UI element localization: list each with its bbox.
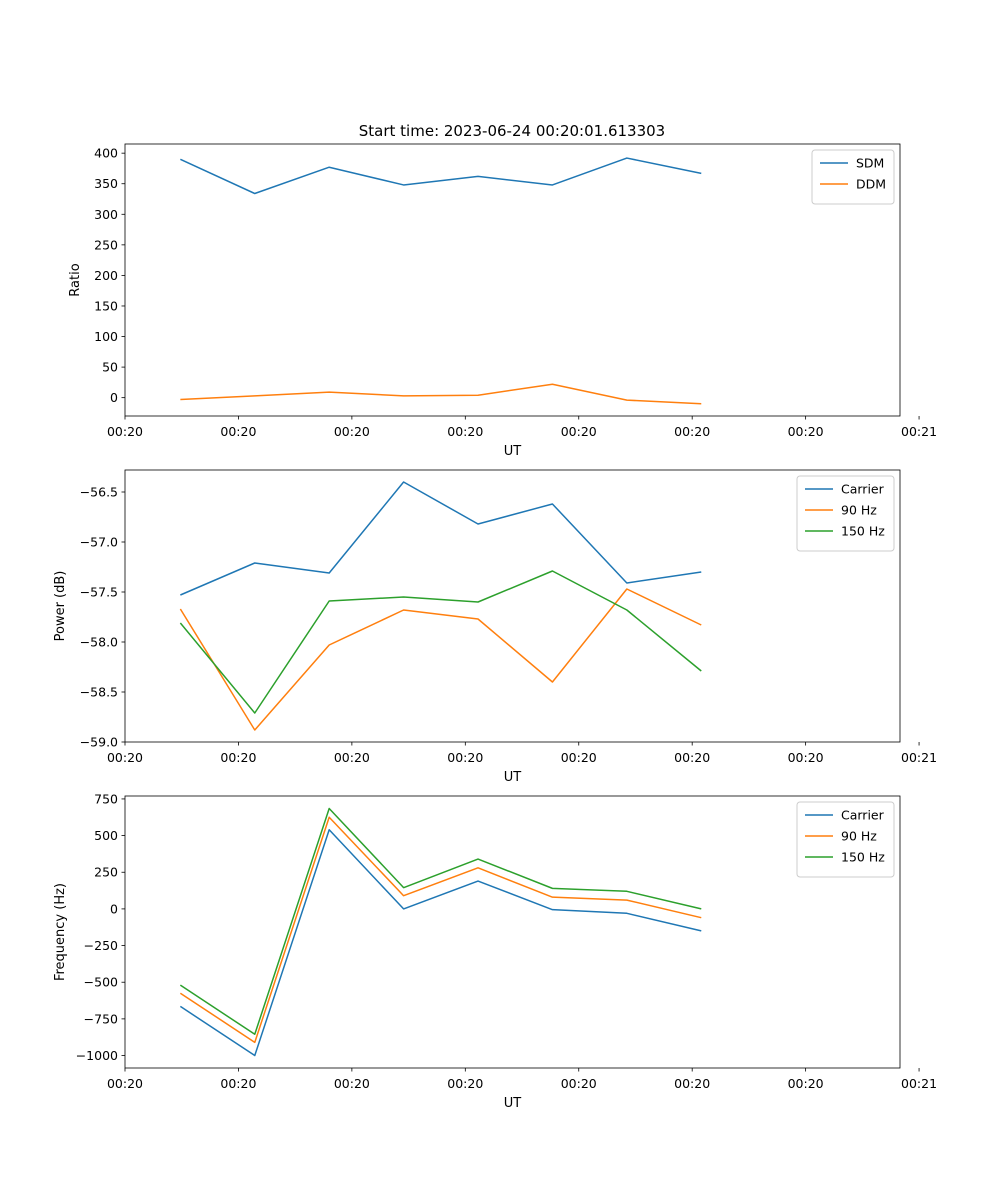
- x-tick-label: 00:20: [561, 1076, 597, 1091]
- axes-frame: [124, 469, 901, 743]
- y-tick-label: 250: [94, 865, 118, 880]
- series-line-90-hz: [179, 588, 702, 731]
- x-tick-label: 00:21: [901, 424, 937, 439]
- legend-label: Carrier: [841, 482, 885, 497]
- legend-box: [796, 475, 895, 552]
- y-tick-label: 350: [94, 176, 118, 191]
- y-axis-label: Power (dB): [53, 571, 68, 642]
- x-tick-label: 00:20: [561, 424, 597, 439]
- y-axis-label: Frequency (Hz): [53, 883, 68, 981]
- x-tick-label: 00:20: [220, 1076, 256, 1091]
- y-tick-label: 400: [94, 146, 118, 161]
- legend-label: 90 Hz: [841, 503, 877, 518]
- y-tick-label: −58.0: [80, 635, 118, 650]
- subplots: 0 50 100 150 200 250 300 350 400 00:20 00:20 00:20 0…: [53, 143, 937, 1111]
- series-line-ddm: [180, 383, 702, 405]
- y-tick-label: −58.5: [80, 685, 118, 700]
- x-tick-label: 00:20: [447, 750, 483, 765]
- legend-label: Carrier: [841, 808, 885, 823]
- y-tick-label: 250: [94, 237, 118, 252]
- y-tick-label: −57.5: [80, 585, 118, 600]
- y-tick-label: −500: [84, 975, 118, 990]
- y-axis-label: Ratio: [68, 263, 83, 296]
- y-tick-label: −59.0: [80, 735, 118, 750]
- x-tick-label: 00:20: [674, 750, 710, 765]
- y-tick-label: 750: [94, 791, 118, 806]
- x-tick-label: 00:20: [561, 750, 597, 765]
- y-tick-label: −250: [84, 938, 118, 953]
- x-tick-label: 00:20: [788, 424, 824, 439]
- y-tick-label: 50: [102, 360, 118, 375]
- series-line-sdm: [180, 157, 702, 195]
- x-axis-label: UT: [504, 1096, 522, 1111]
- legend: Carrier 90 Hz 150 Hz: [796, 475, 895, 552]
- series-line-90-hz: [179, 816, 702, 1044]
- x-tick-label: 00:20: [107, 424, 143, 439]
- legend: Carrier 90 Hz 150 Hz: [796, 801, 895, 878]
- subplot-3: −1000 −750 −500 −250 0 250 500 750 00:20 00:20 00:…: [53, 791, 937, 1111]
- series-line-150-hz: [179, 807, 702, 1036]
- x-axis-label: UT: [504, 770, 522, 785]
- legend-label: SDM: [856, 156, 884, 171]
- y-tick-label: −56.5: [80, 485, 118, 500]
- subplot-1: 0 50 100 150 200 250 300 350 400 00:20 00:20 00:20 0…: [68, 143, 937, 459]
- x-tick-label: 00:20: [788, 750, 824, 765]
- x-tick-label: 00:20: [674, 1076, 710, 1091]
- x-tick-label: 00:21: [901, 750, 937, 765]
- y-tick-label: 150: [94, 298, 118, 313]
- series-line-carrier: [180, 481, 702, 596]
- x-tick-label: 00:20: [334, 1076, 370, 1091]
- y-tick-label: 500: [94, 828, 118, 843]
- y-tick-label: −1000: [76, 1048, 118, 1063]
- axes-frame: [124, 795, 901, 1069]
- legend-box: [796, 801, 895, 878]
- legend: SDM DDM: [811, 149, 895, 205]
- x-tick-label: 00:20: [107, 1076, 143, 1091]
- x-tick-label: 00:21: [901, 1076, 937, 1091]
- y-tick-label: −57.0: [80, 535, 118, 550]
- x-axis-label: UT: [504, 444, 522, 459]
- x-tick-label: 00:20: [334, 750, 370, 765]
- y-tick-label: 0: [110, 901, 118, 916]
- x-tick-label: 00:20: [447, 424, 483, 439]
- legend-label: 150 Hz: [841, 524, 885, 539]
- y-tick-label: −750: [84, 1011, 118, 1026]
- x-tick-label: 00:20: [447, 1076, 483, 1091]
- x-tick-label: 00:20: [107, 750, 143, 765]
- axes-frame: [124, 143, 901, 417]
- x-tick-label: 00:20: [334, 424, 370, 439]
- figure-title: Start time: 2023-06-24 00:20:01.613303: [359, 122, 665, 140]
- legend-label: 90 Hz: [841, 829, 877, 844]
- x-tick-label: 00:20: [220, 750, 256, 765]
- y-tick-label: 200: [94, 268, 118, 283]
- y-tick-label: 0: [110, 390, 118, 405]
- legend-label: DDM: [856, 177, 886, 192]
- y-tick-label: 300: [94, 207, 118, 222]
- x-tick-label: 00:20: [674, 424, 710, 439]
- series-line-carrier: [179, 828, 702, 1057]
- subplot-2: −59.0 −58.5 −58.0 −57.5 −57.0 −56.5 00:20 00:20…: [53, 469, 937, 785]
- y-tick-label: 100: [94, 329, 118, 344]
- series-line-150-hz: [179, 570, 702, 714]
- legend-label: 150 Hz: [841, 850, 885, 865]
- x-tick-label: 00:20: [788, 1076, 824, 1091]
- x-tick-label: 00:20: [220, 424, 256, 439]
